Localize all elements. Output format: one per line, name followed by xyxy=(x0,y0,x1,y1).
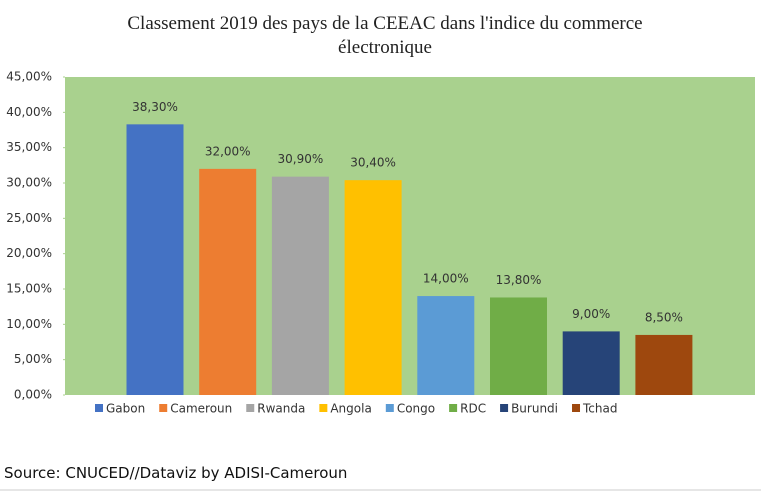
legend-swatch xyxy=(319,404,328,412)
legend-label: Tchad xyxy=(582,402,617,416)
bar xyxy=(271,176,329,395)
legend-swatch xyxy=(95,404,103,412)
bar xyxy=(562,331,620,395)
y-tick-label: 30,00% xyxy=(6,176,52,190)
legend-swatch xyxy=(159,404,168,412)
legend-swatch xyxy=(500,404,509,412)
legend-label: Angola xyxy=(330,402,371,416)
legend-swatch xyxy=(385,404,394,412)
y-tick-label: 35,00% xyxy=(6,140,52,154)
legend-label: Burundi xyxy=(511,402,558,416)
bar xyxy=(635,334,693,395)
y-tick-label: 25,00% xyxy=(6,211,52,225)
bar xyxy=(344,180,402,395)
legend-swatch xyxy=(246,404,255,412)
legend-label: Congo xyxy=(397,402,435,416)
value-label: 30,90% xyxy=(278,152,324,166)
value-label: 9,00% xyxy=(572,307,610,321)
value-label: 14,00% xyxy=(423,272,469,286)
value-label: 30,40% xyxy=(350,156,396,170)
value-label: 38,30% xyxy=(132,100,178,114)
legend-label: RDC xyxy=(460,402,486,416)
value-label: 32,00% xyxy=(205,144,251,158)
y-tick-label: 5,00% xyxy=(14,352,52,366)
legend-label: Cameroun xyxy=(170,402,232,416)
value-label: 8,50% xyxy=(645,310,683,324)
bar xyxy=(199,168,257,395)
legend-label: Rwanda xyxy=(257,402,305,416)
y-tick-label: 20,00% xyxy=(6,246,52,260)
source-note: Source: CNUCED//Dataviz by ADISI-Camerou… xyxy=(4,464,348,482)
bar xyxy=(490,297,547,395)
bar xyxy=(417,296,475,395)
bar xyxy=(126,124,184,395)
y-tick-label: 0,00% xyxy=(14,388,52,402)
chart-title: Classement 2019 des pays de la CEEAC dan… xyxy=(127,13,643,58)
legend-swatch xyxy=(449,404,458,412)
legend-swatch xyxy=(572,404,581,412)
value-label: 13,80% xyxy=(496,273,542,287)
y-tick-label: 15,00% xyxy=(6,282,52,296)
y-tick-label: 45,00% xyxy=(6,70,52,84)
y-tick-label: 10,00% xyxy=(6,317,52,331)
legend-label: Gabon xyxy=(106,402,145,416)
y-tick-label: 40,00% xyxy=(6,105,52,119)
